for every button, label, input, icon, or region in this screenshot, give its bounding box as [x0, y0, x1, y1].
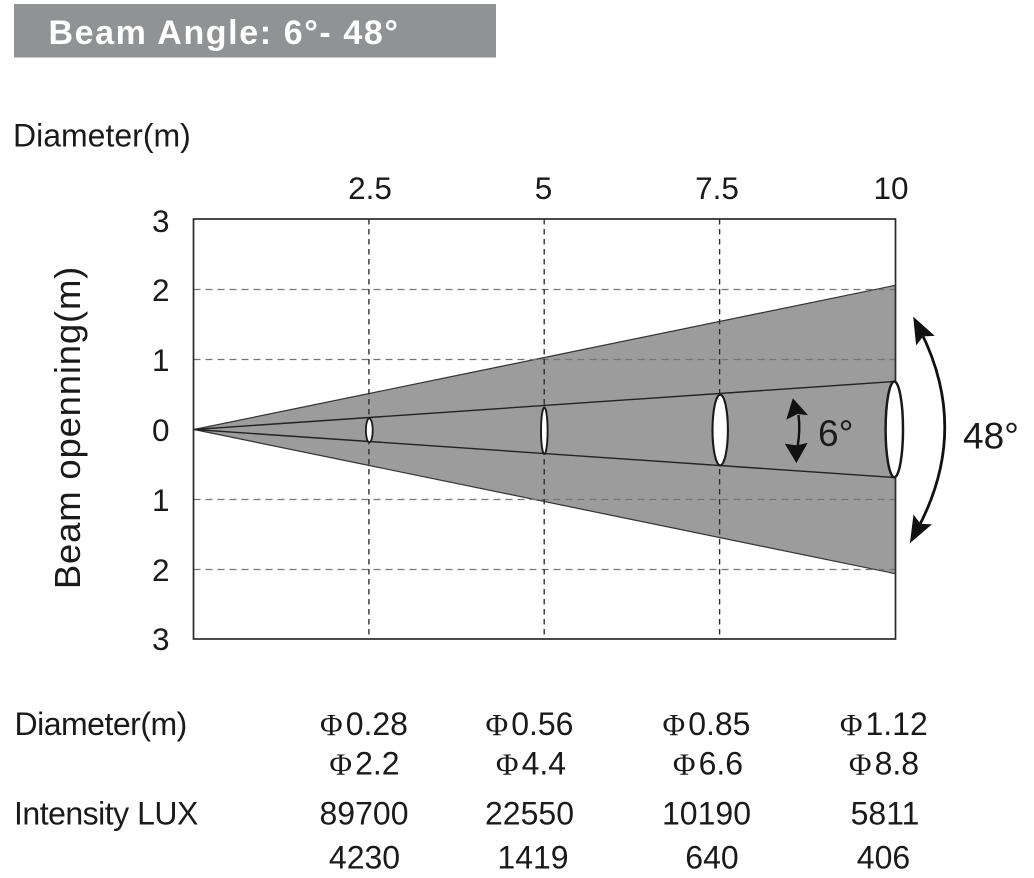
svg-text:Φ6.6: Φ6.6	[673, 746, 743, 782]
svg-text:3: 3	[152, 203, 170, 239]
svg-text:89700: 89700	[320, 796, 409, 832]
svg-text:6°: 6°	[818, 413, 853, 454]
svg-text:Diameter(m): Diameter(m)	[15, 706, 187, 742]
svg-text:5811: 5811	[851, 796, 920, 832]
svg-text:Beam Angle: 6°- 48°: Beam Angle: 6°- 48°	[49, 14, 400, 52]
svg-text:5: 5	[535, 170, 553, 206]
svg-text:Φ0.56: Φ0.56	[486, 706, 574, 742]
svg-text:48°: 48°	[963, 416, 1019, 457]
svg-text:Φ1.12: Φ1.12	[840, 706, 928, 742]
svg-text:Beam openning(m): Beam openning(m)	[47, 266, 88, 589]
svg-text:Φ0.28: Φ0.28	[320, 706, 408, 742]
svg-text:Intensity LUX: Intensity LUX	[14, 796, 198, 832]
svg-text:10190: 10190	[662, 796, 751, 832]
svg-text:640: 640	[685, 840, 738, 874]
svg-text:0: 0	[152, 412, 170, 448]
svg-text:406: 406	[857, 840, 910, 874]
svg-text:1419: 1419	[497, 840, 568, 874]
svg-text:7.5: 7.5	[695, 170, 739, 206]
svg-text:1: 1	[152, 482, 170, 518]
svg-text:4230: 4230	[329, 840, 400, 874]
svg-text:Φ2.2: Φ2.2	[329, 746, 399, 782]
svg-text:2: 2	[152, 272, 170, 308]
svg-text:Diameter(m): Diameter(m)	[13, 118, 191, 154]
svg-text:Φ0.85: Φ0.85	[663, 706, 751, 742]
svg-text:Φ4.4: Φ4.4	[496, 746, 566, 782]
svg-text:22550: 22550	[485, 796, 574, 832]
svg-text:1: 1	[152, 342, 170, 378]
svg-text:2.5: 2.5	[348, 170, 392, 206]
svg-text:2: 2	[152, 552, 170, 588]
svg-text:3: 3	[152, 621, 170, 657]
svg-text:10: 10	[873, 170, 908, 206]
svg-text:Φ8.8: Φ8.8	[849, 746, 919, 782]
